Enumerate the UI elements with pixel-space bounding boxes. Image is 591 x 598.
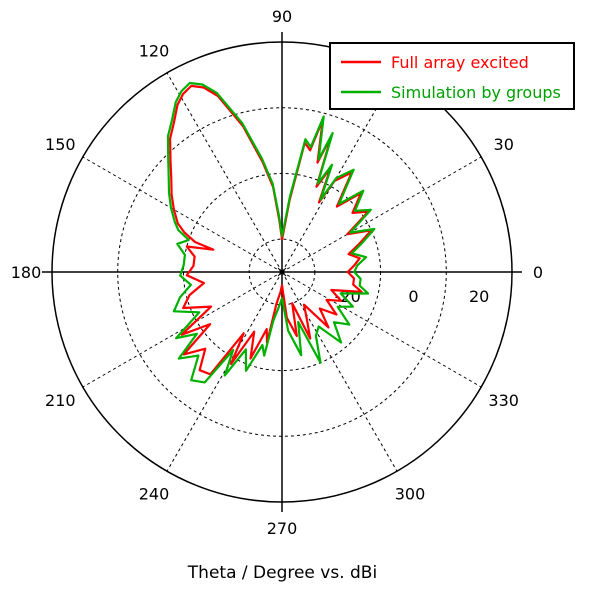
grid-spoke (166, 72, 283, 273)
angle-tick-labels: 0 30 90 120 150 180 210 240 270 300 330 (11, 7, 543, 538)
grid-spoke (281, 271, 398, 472)
legend-label-simulation: Simulation by groups (391, 83, 561, 102)
angle-tick-label: 120 (139, 41, 170, 60)
x-axis-label: Theta / Degree vs. dBi (187, 563, 378, 583)
angle-tick-label: 330 (488, 391, 519, 410)
center-marker (277, 267, 287, 277)
legend-box (329, 42, 575, 110)
angle-tick-label: 270 (267, 519, 298, 538)
angle-tick-label: 0 (533, 263, 543, 282)
angle-tick-label: 180 (11, 263, 42, 282)
angle-tick-label: 150 (45, 135, 76, 154)
series-layer (166, 81, 376, 384)
grid-spoke (166, 271, 283, 472)
angle-tick-label: 210 (45, 391, 76, 410)
angle-tick-label: 90 (272, 7, 292, 26)
legend: Full array excited Simulation by groups (329, 42, 575, 110)
grid-spoke (281, 271, 482, 388)
radial-tick-label: 0 (408, 287, 418, 306)
polar-axes (42, 32, 522, 512)
grid-spoke (82, 271, 283, 388)
radial-tick-label: 20 (469, 287, 489, 306)
series-line-simulation (166, 81, 376, 384)
grid-spoke (281, 72, 398, 273)
angle-tick-label: 300 (395, 485, 426, 504)
legend-label-full-array: Full array excited (391, 53, 529, 72)
angle-tick-label: 30 (494, 135, 514, 154)
grid-spoke (281, 156, 482, 273)
angle-tick-label: 240 (139, 485, 170, 504)
grid-spoke (82, 156, 283, 273)
